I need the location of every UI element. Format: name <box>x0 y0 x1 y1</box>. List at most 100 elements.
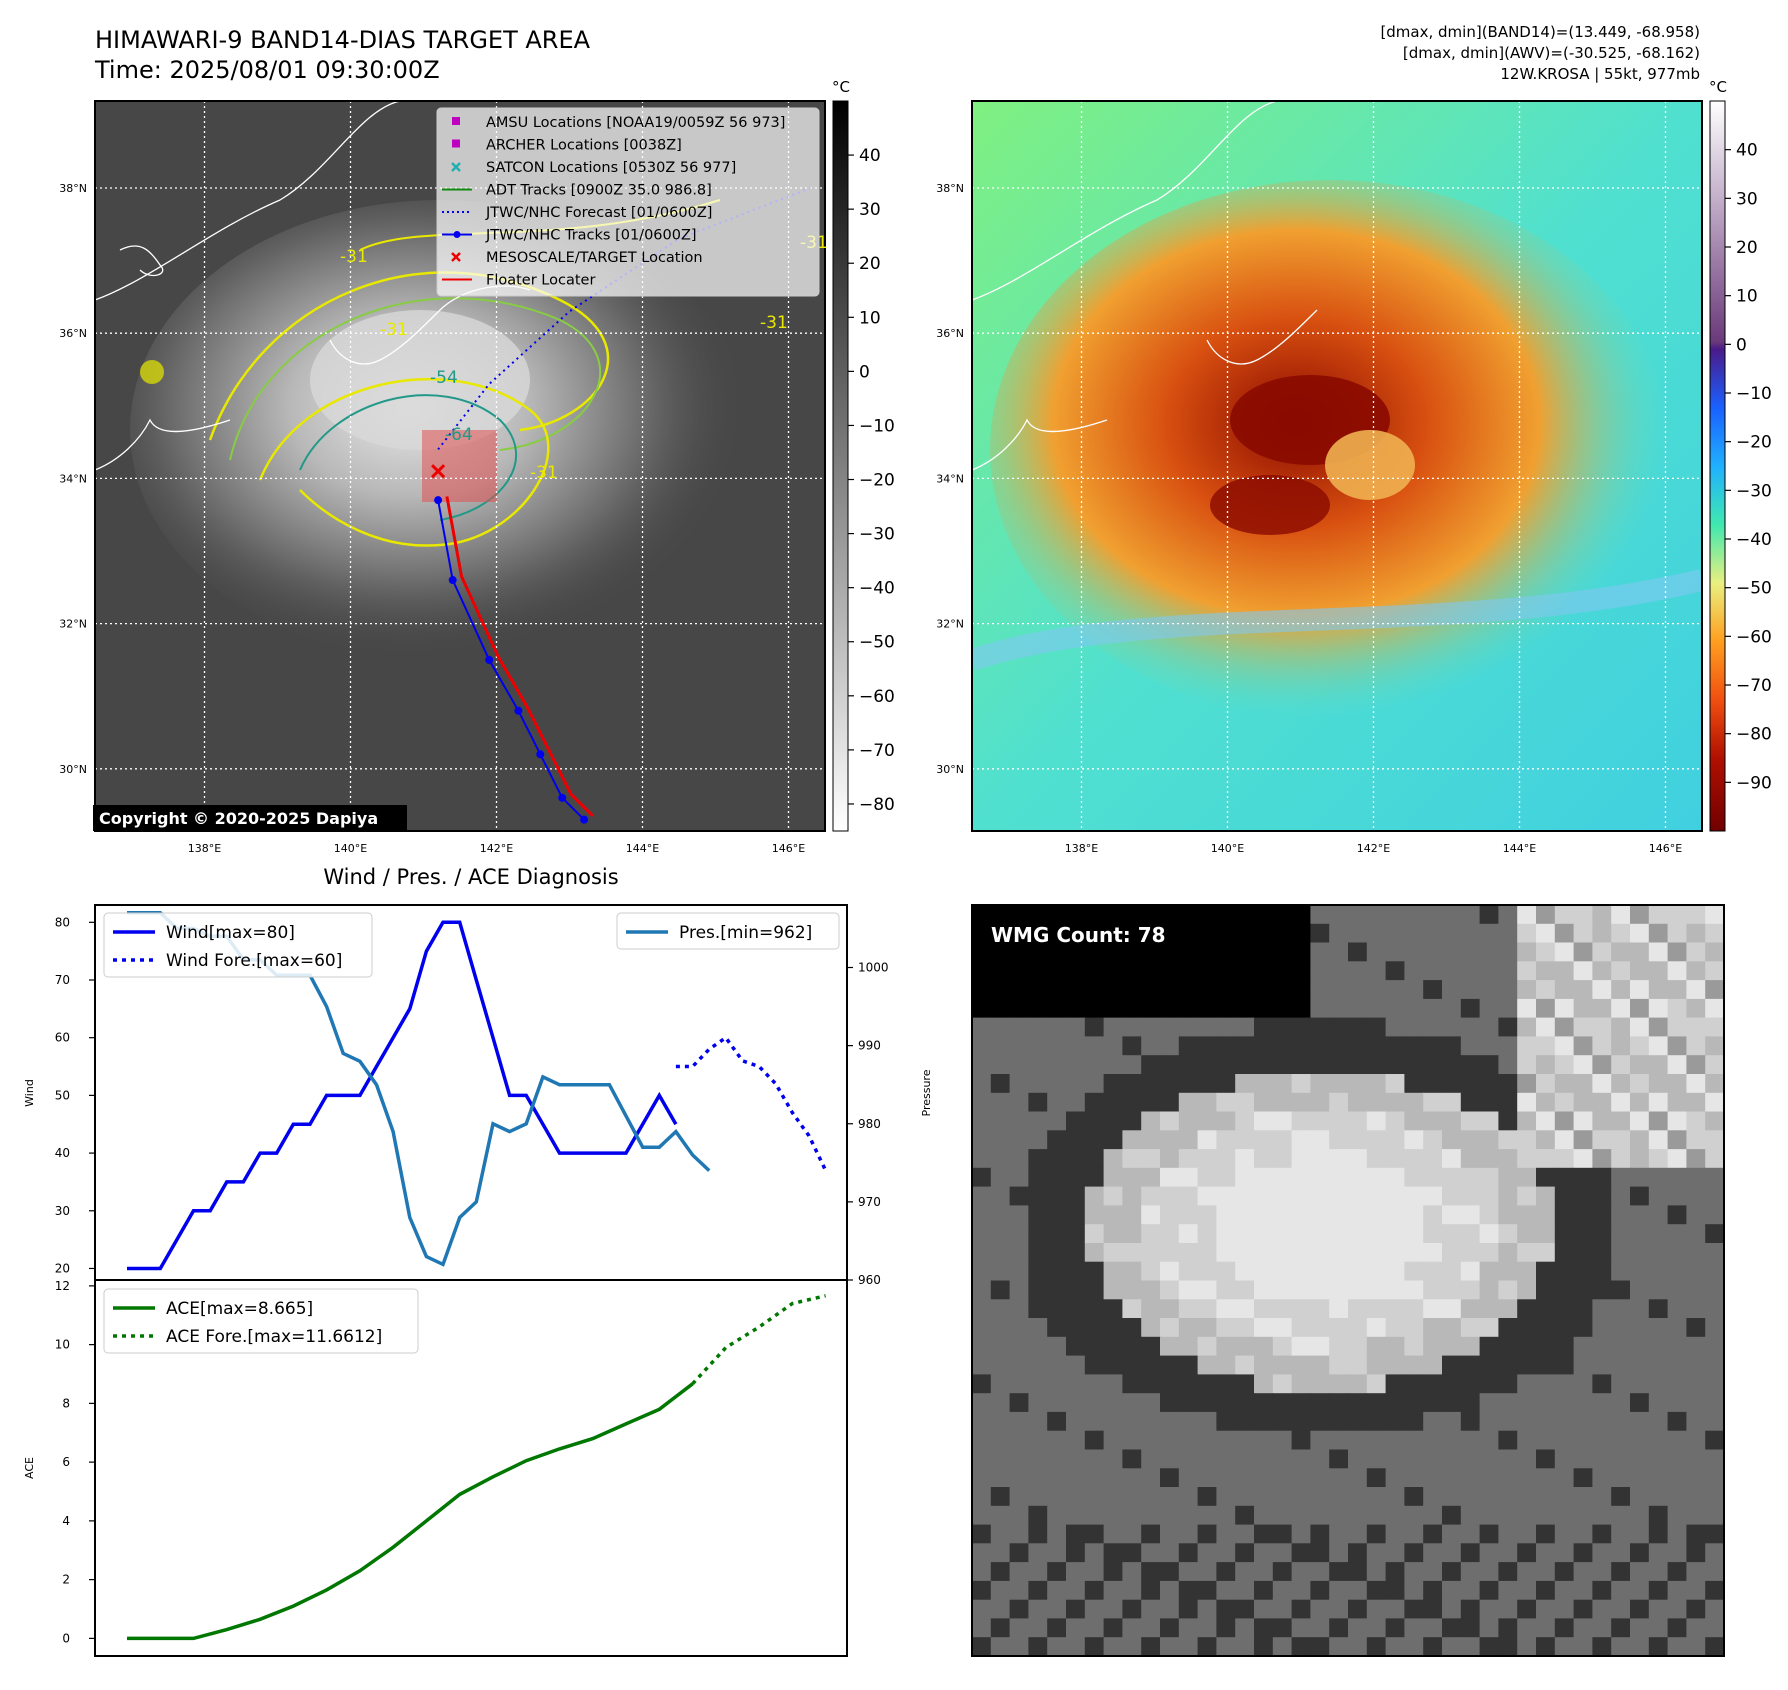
wmg-cell <box>1517 1055 1537 1075</box>
wmg-cell <box>1160 1074 1180 1094</box>
wmg-cell <box>1272 1505 1293 1526</box>
ace-axis-label: ACE <box>23 1457 36 1479</box>
wmg-cell <box>1310 1393 1330 1413</box>
wmg-cell <box>1592 1167 1612 1188</box>
wmg-cell <box>1667 1092 1687 1113</box>
wmg-cell <box>1066 1243 1086 1263</box>
wmg-cell <box>1385 1580 1405 1601</box>
wmg-cell <box>1310 1149 1330 1169</box>
wmg-cell <box>1611 1336 1631 1357</box>
wmg-cell <box>1141 1336 1161 1357</box>
wmg-cell <box>1648 1318 1669 1338</box>
wmg-cell <box>1385 1318 1405 1338</box>
wmg-cell <box>1160 1580 1180 1601</box>
wmg-cell <box>1423 1468 1443 1488</box>
wmg-cell <box>1630 1543 1650 1563</box>
wmg-cell <box>1310 1599 1330 1620</box>
wmg-cell <box>1385 1092 1405 1113</box>
wmg-cell <box>1442 1355 1462 1375</box>
wmg-cell <box>1254 1261 1274 1282</box>
wind-legend: Wind[max=80] Wind Fore.[max=60] <box>103 912 373 978</box>
colorbar-tick-label: −60 <box>1736 627 1772 647</box>
wmg-cell <box>1611 923 1631 944</box>
wmg-cell <box>990 1055 1011 1075</box>
wmg-cell <box>1366 1092 1387 1113</box>
wmg-cell <box>1517 1186 1537 1206</box>
wmg-cell <box>1329 1524 1349 1544</box>
wmg-cell <box>1630 1243 1650 1263</box>
wmg-cell <box>1442 1149 1462 1169</box>
wmg-cell <box>1066 1074 1086 1094</box>
wmg-cell <box>1291 1618 1311 1638</box>
wmg-cell <box>1122 1055 1142 1075</box>
wmg-cell <box>1047 1599 1067 1620</box>
wmg-cell <box>1517 1167 1537 1188</box>
jtwc-track-point <box>580 815 589 824</box>
wmg-cell <box>1648 1261 1669 1282</box>
wmg-cell <box>1686 1280 1706 1300</box>
wmg-cell <box>1254 1299 1274 1319</box>
wmg-cell <box>1705 1449 1725 1469</box>
wmg-cell <box>1667 1224 1687 1244</box>
wmg-cell <box>1498 1017 1518 1037</box>
wmg-cell <box>1329 923 1349 944</box>
wmg-cell <box>1554 1637 1575 1657</box>
wmg-cell <box>1573 1355 1593 1375</box>
wmg-cell <box>1178 1505 1199 1526</box>
wmg-cell <box>1216 1280 1236 1300</box>
wmg-cell <box>1442 1224 1462 1244</box>
wmg-cell <box>1178 1205 1199 1225</box>
wmg-cell <box>1404 961 1424 981</box>
wmg-cell <box>1366 1318 1387 1338</box>
wmg-cell <box>990 1543 1011 1563</box>
wmg-cell <box>1216 1562 1236 1582</box>
wmg-cell <box>1141 1017 1161 1037</box>
y-tick-label-right: 980 <box>858 1117 881 1131</box>
wmg-cell <box>1366 1580 1387 1601</box>
colorbar-tick-label: −90 <box>1736 773 1772 793</box>
wmg-cell <box>1423 1243 1443 1263</box>
wmg-cell <box>1366 1411 1387 1432</box>
wmg-cell <box>1442 1524 1462 1544</box>
wmg-cell <box>1536 1055 1556 1075</box>
colorbar-tick-label: −70 <box>1736 676 1772 696</box>
wmg-cell <box>1272 1074 1293 1094</box>
wmg-cell <box>1366 1336 1387 1357</box>
wmg-cell <box>1122 1318 1142 1338</box>
wmg-cell <box>1216 1299 1236 1319</box>
wmg-cell <box>1178 1637 1199 1657</box>
wmg-cell <box>1573 1430 1593 1451</box>
wmg-cell <box>1197 1468 1217 1488</box>
wmg-cell <box>1141 998 1161 1019</box>
wmg-cell <box>1554 923 1575 944</box>
wmg-cell <box>1536 1224 1556 1244</box>
wmg-cell <box>1442 923 1462 944</box>
wmg-cell <box>1667 923 1687 944</box>
wmg-cell <box>1047 1130 1067 1150</box>
wmg-cell <box>1348 1055 1368 1075</box>
wmg-cell <box>1122 1411 1142 1432</box>
wmg-cell <box>1160 1336 1180 1357</box>
wmg-cell <box>1667 1036 1687 1056</box>
wmg-cell <box>1536 980 1556 1000</box>
map-legend: AMSU Locations [NOAA19/0059Z 56 973]ARCH… <box>436 107 820 297</box>
wmg-cell <box>1479 1505 1499 1526</box>
wmg-cell <box>1667 1505 1687 1526</box>
wmg-cell <box>1009 1580 1029 1601</box>
wmg-cell <box>972 1580 992 1601</box>
ir-map-panel: -31-31-54-64-31-31-31 38°N36°N34°N32°N30… <box>59 100 828 855</box>
wmg-cell <box>1686 1167 1706 1188</box>
wmg-cell <box>1084 1224 1105 1244</box>
wmg-cell <box>1235 1543 1255 1563</box>
y-tick-label: 8 <box>62 1396 70 1410</box>
wmg-cell <box>1310 1637 1330 1657</box>
wmg-cell <box>1254 1580 1274 1601</box>
wmg-cell <box>1554 1336 1575 1357</box>
wmg-cell <box>1254 1130 1274 1150</box>
wmg-cell <box>1047 923 1067 944</box>
wmg-cell <box>1573 980 1593 1000</box>
wmg-cell <box>1272 1186 1293 1206</box>
wmg-cell <box>1554 1055 1575 1075</box>
wmg-cell <box>1611 905 1631 925</box>
wmg-cell <box>1103 1599 1123 1620</box>
